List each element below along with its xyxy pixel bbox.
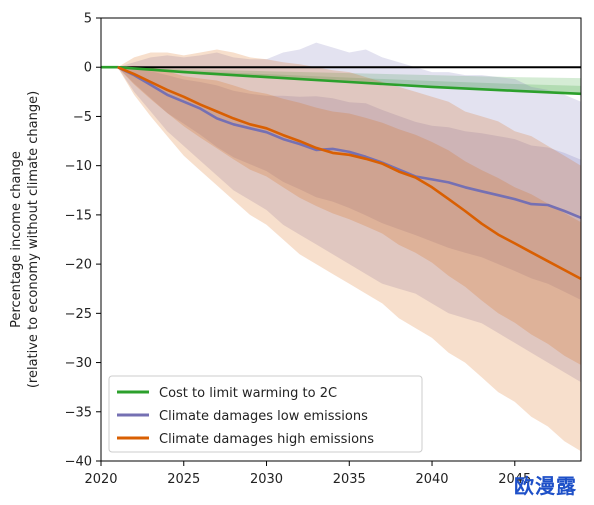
legend-entry-2: Climate damages high emissions <box>159 432 374 447</box>
y-axis-label-line1: Percentage income change <box>9 151 24 328</box>
y-tick-label: −25 <box>65 307 92 322</box>
legend: Cost to limit warming to 2C Climate damag… <box>108 375 423 453</box>
y-tick-label: −20 <box>65 258 92 273</box>
legend-entry-1: Climate damages low emissions <box>159 409 368 424</box>
y-tick-label: −5 <box>73 110 92 125</box>
x-tick-label: 2030 <box>250 472 283 487</box>
y-ticks: 5 0 −5 −10 −15 −20 −25 −30 −35 −40 <box>65 12 101 470</box>
x-tick-label: 2035 <box>333 472 366 487</box>
band-2 <box>117 49 581 452</box>
y-tick-label: −40 <box>65 455 92 470</box>
y-tick-label: −30 <box>65 356 92 371</box>
y-tick-label: −35 <box>65 405 92 420</box>
x-tick-label: 2045 <box>498 472 531 487</box>
x-ticks: 2020 2025 2030 2035 2040 2045 <box>84 461 531 487</box>
y-tick-label: 5 <box>84 12 92 27</box>
series-line-2 <box>117 66 582 281</box>
y-tick-label: −15 <box>65 208 92 223</box>
band-inner-2 <box>117 65 581 365</box>
series-line-1 <box>117 66 582 220</box>
x-tick-label: 2025 <box>167 472 200 487</box>
y-tick-label: −10 <box>65 159 92 174</box>
series-lines <box>101 65 582 281</box>
plot-frame <box>100 17 582 462</box>
uncertainty-bands <box>101 42 581 452</box>
y-tick-label: 0 <box>84 61 92 76</box>
legend-box <box>108 375 423 453</box>
legend-entry-0: Cost to limit warming to 2C <box>159 386 337 401</box>
band-1 <box>117 42 581 383</box>
watermark: 欧漫露 <box>514 474 577 498</box>
y-axis-label-line2: (relative to economy without climate cha… <box>26 91 41 388</box>
series-line-0 <box>101 65 582 96</box>
x-tick-label: 2040 <box>415 472 448 487</box>
x-tick-label: 2020 <box>84 472 117 487</box>
